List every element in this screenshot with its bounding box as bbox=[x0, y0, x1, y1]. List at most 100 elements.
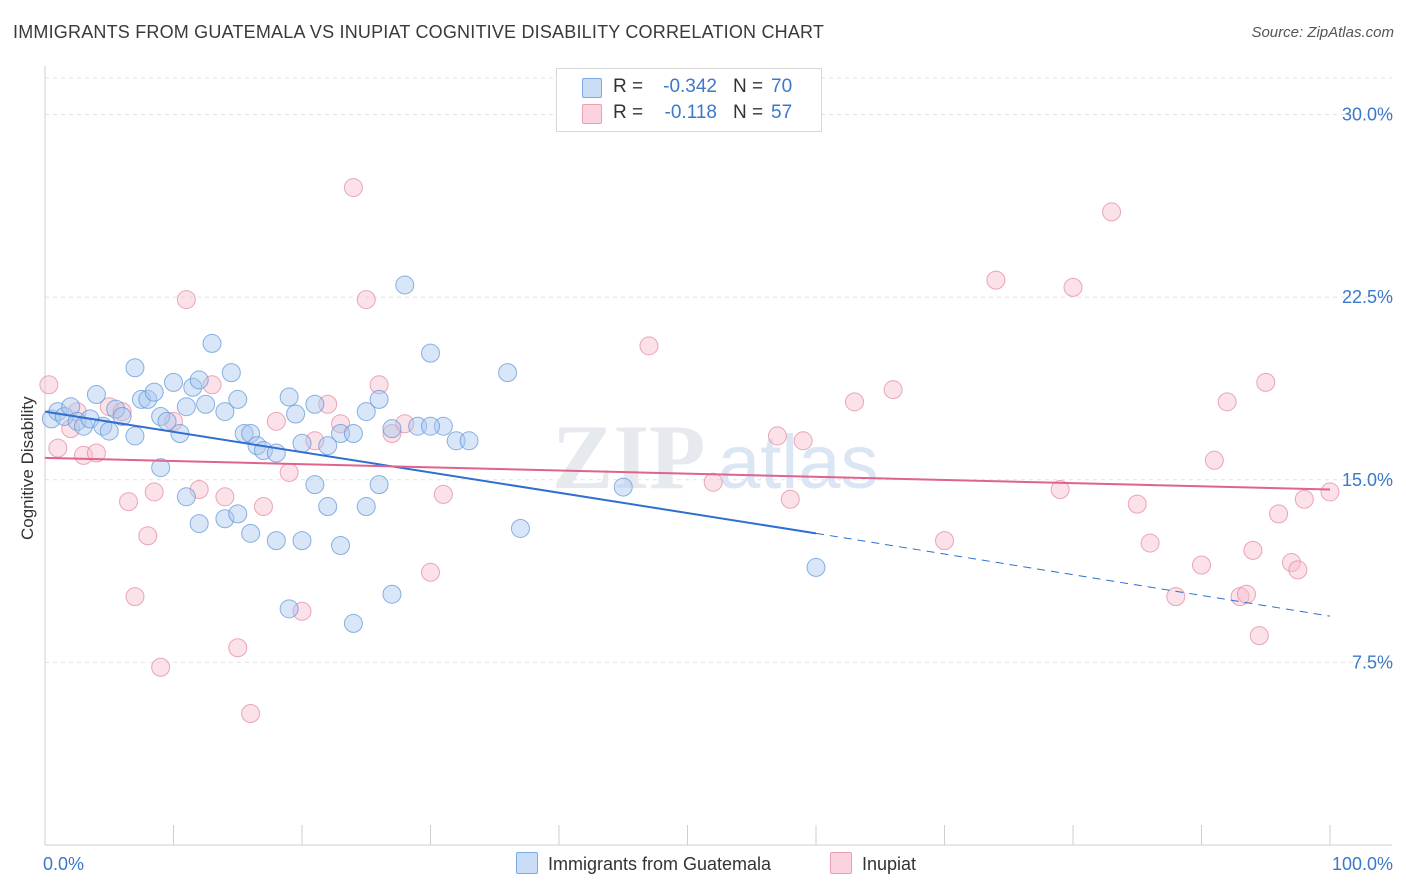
point-guatemala bbox=[459, 431, 479, 451]
point-guatemala bbox=[189, 370, 209, 390]
point-guatemala bbox=[266, 531, 286, 551]
point-inupiat bbox=[202, 375, 222, 395]
watermark: ZIP atlas bbox=[552, 406, 879, 508]
legend-r-value: -0.118 bbox=[664, 102, 717, 123]
trend-line-guatemala-extension bbox=[815, 532, 1331, 617]
point-inupiat bbox=[164, 411, 183, 431]
bottom-legend-label-inupiat: Inupiat bbox=[862, 854, 917, 874]
point-guatemala bbox=[176, 397, 196, 417]
point-guatemala bbox=[151, 406, 171, 426]
point-inupiat bbox=[1294, 489, 1314, 509]
series-inupiat bbox=[39, 178, 1340, 724]
point-inupiat bbox=[176, 290, 196, 310]
point-inupiat bbox=[433, 484, 453, 504]
trend-line-guatemala bbox=[44, 410, 817, 535]
point-inupiat bbox=[151, 657, 171, 677]
point-inupiat bbox=[119, 492, 139, 512]
point-inupiat bbox=[767, 426, 787, 446]
point-guatemala bbox=[228, 504, 248, 524]
point-guatemala bbox=[421, 343, 440, 363]
point-inupiat bbox=[1102, 202, 1122, 222]
point-guatemala bbox=[318, 436, 338, 456]
point-guatemala bbox=[356, 497, 376, 517]
point-inupiat bbox=[1166, 587, 1186, 607]
legend-n-label: N = bbox=[733, 102, 764, 123]
point-inupiat bbox=[369, 375, 389, 395]
legend-r-value: -0.342 bbox=[663, 76, 717, 97]
point-guatemala bbox=[125, 426, 145, 446]
point-guatemala bbox=[221, 363, 241, 383]
point-guatemala bbox=[806, 557, 826, 577]
point-guatemala bbox=[279, 387, 299, 407]
point-inupiat bbox=[986, 270, 1006, 290]
point-guatemala bbox=[112, 406, 132, 426]
y-tick-label: 22.5% bbox=[1342, 287, 1393, 307]
trend-lines bbox=[44, 410, 1331, 617]
bottom-legend-inupiat: Inupiat bbox=[830, 852, 916, 876]
point-inupiat bbox=[845, 392, 865, 412]
point-inupiat bbox=[1269, 504, 1289, 524]
point-inupiat bbox=[883, 380, 903, 400]
point-guatemala bbox=[498, 363, 518, 383]
grid-lines bbox=[45, 77, 1392, 663]
point-guatemala bbox=[125, 358, 145, 378]
point-inupiat bbox=[1192, 555, 1211, 575]
point-inupiat bbox=[228, 638, 248, 658]
point-guatemala bbox=[421, 416, 440, 436]
point-guatemala bbox=[613, 477, 633, 497]
legend-row-guatemala: R = -0.342 N = 70 bbox=[557, 75, 821, 101]
point-guatemala bbox=[343, 423, 363, 443]
x-tick-label: 0.0% bbox=[43, 854, 84, 874]
point-inupiat bbox=[703, 472, 723, 492]
point-guatemala bbox=[86, 385, 106, 405]
point-inupiat bbox=[48, 438, 68, 458]
point-inupiat bbox=[780, 489, 800, 509]
point-inupiat bbox=[125, 587, 145, 607]
legend-row-inupiat: R = -0.118 N = 57 bbox=[557, 101, 821, 127]
point-guatemala bbox=[382, 419, 402, 439]
point-inupiat bbox=[86, 443, 106, 463]
y-tick-label: 30.0% bbox=[1342, 105, 1393, 125]
point-inupiat bbox=[639, 336, 659, 356]
point-guatemala bbox=[106, 399, 126, 419]
point-guatemala bbox=[292, 433, 312, 453]
point-guatemala bbox=[241, 523, 261, 543]
point-guatemala bbox=[228, 389, 248, 409]
point-inupiat bbox=[39, 375, 59, 395]
point-guatemala bbox=[510, 518, 530, 538]
bottom-legend-swatch-inupiat bbox=[830, 852, 852, 874]
point-inupiat bbox=[1256, 372, 1276, 392]
point-inupiat bbox=[266, 411, 286, 431]
point-guatemala bbox=[215, 402, 235, 422]
legend-r-label: R = bbox=[613, 102, 644, 123]
point-inupiat bbox=[1217, 392, 1237, 412]
point-inupiat bbox=[421, 562, 440, 582]
y-tick-label: 7.5% bbox=[1352, 652, 1393, 672]
point-inupiat bbox=[1249, 626, 1269, 646]
bottom-legend-swatch-guatemala bbox=[516, 852, 538, 874]
point-inupiat bbox=[253, 497, 273, 517]
point-inupiat bbox=[1281, 553, 1301, 573]
axes bbox=[44, 66, 1392, 846]
legend-swatch-guatemala bbox=[582, 78, 602, 98]
point-guatemala bbox=[138, 389, 158, 409]
point-inupiat bbox=[138, 526, 158, 546]
source-label: Source: ZipAtlas.com bbox=[1251, 24, 1394, 41]
point-guatemala bbox=[305, 475, 325, 495]
point-guatemala bbox=[331, 536, 351, 556]
point-guatemala bbox=[215, 509, 235, 529]
point-inupiat bbox=[1288, 560, 1308, 580]
point-guatemala bbox=[369, 389, 389, 409]
point-inupiat bbox=[382, 423, 402, 443]
point-guatemala bbox=[99, 421, 119, 441]
point-guatemala bbox=[318, 497, 338, 517]
point-inupiat bbox=[241, 704, 261, 724]
point-inupiat bbox=[279, 462, 299, 482]
y-axis-label: Cognitive Disability bbox=[18, 396, 37, 540]
chart-title: IMMIGRANTS FROM GUATEMALA VS INUPIAT COG… bbox=[13, 22, 825, 42]
legend-n-value: 57 bbox=[771, 102, 793, 123]
point-guatemala bbox=[183, 377, 203, 397]
point-inupiat bbox=[343, 178, 363, 198]
point-guatemala bbox=[356, 402, 376, 422]
